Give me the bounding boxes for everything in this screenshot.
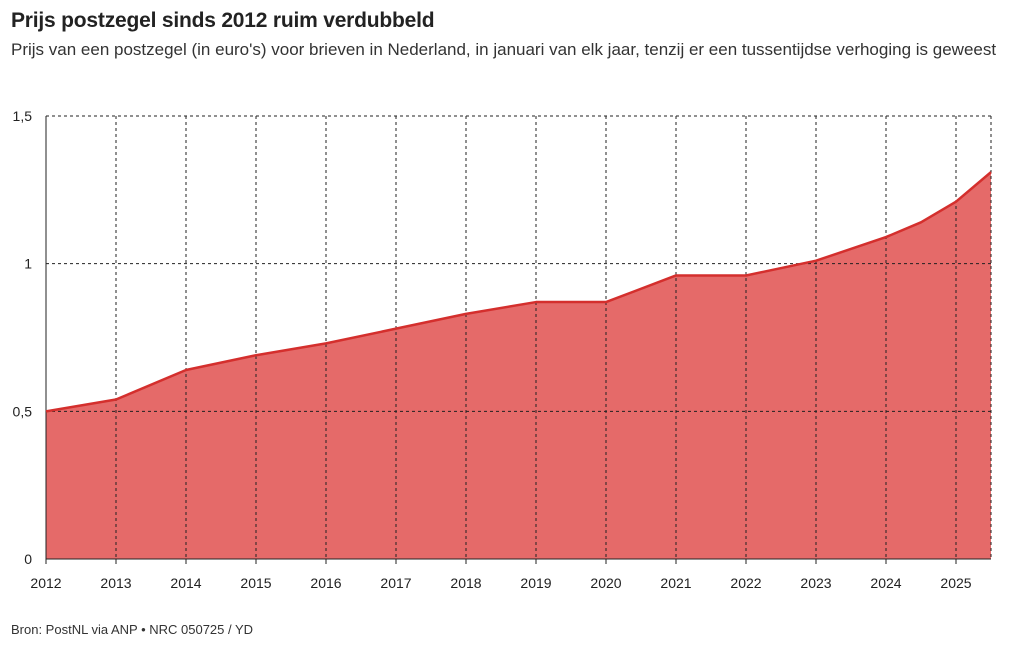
x-tick-label: 2012: [30, 575, 61, 591]
x-tick-label: 2016: [310, 575, 341, 591]
y-tick-label: 0,5: [13, 403, 33, 419]
chart-title: Prijs postzegel sinds 2012 ruim verdubbe…: [11, 9, 435, 32]
x-tick-label: 2018: [450, 575, 481, 591]
x-tick-label: 2017: [380, 575, 411, 591]
area-chart: 2012 2013 2014 2015 2016 2017 2018 2019 2020 2021…: [13, 108, 992, 591]
y-tick-label: 1: [24, 256, 32, 272]
x-tick-label: 2024: [870, 575, 901, 591]
chart-subtitle: Prijs van een postzegel (in euro's) voor…: [11, 40, 997, 59]
series-line: [45, 171, 992, 413]
x-tick-label: 2013: [100, 575, 131, 591]
x-tick-label: 2021: [660, 575, 691, 591]
x-tick-label: 2019: [520, 575, 551, 591]
x-tick-label: 2022: [730, 575, 761, 591]
y-tick-label: 0: [24, 551, 32, 567]
area-fill: [46, 172, 991, 559]
x-tick-label: 2025: [940, 575, 971, 591]
y-tick-label: 1,5: [13, 108, 33, 124]
x-tick-label: 2020: [590, 575, 621, 591]
x-tick-label: 2023: [800, 575, 831, 591]
source-note: Bron: PostNL via ANP • NRC 050725 / YD: [11, 622, 254, 637]
x-tick-label: 2015: [240, 575, 271, 591]
x-tick-label: 2014: [170, 575, 201, 591]
